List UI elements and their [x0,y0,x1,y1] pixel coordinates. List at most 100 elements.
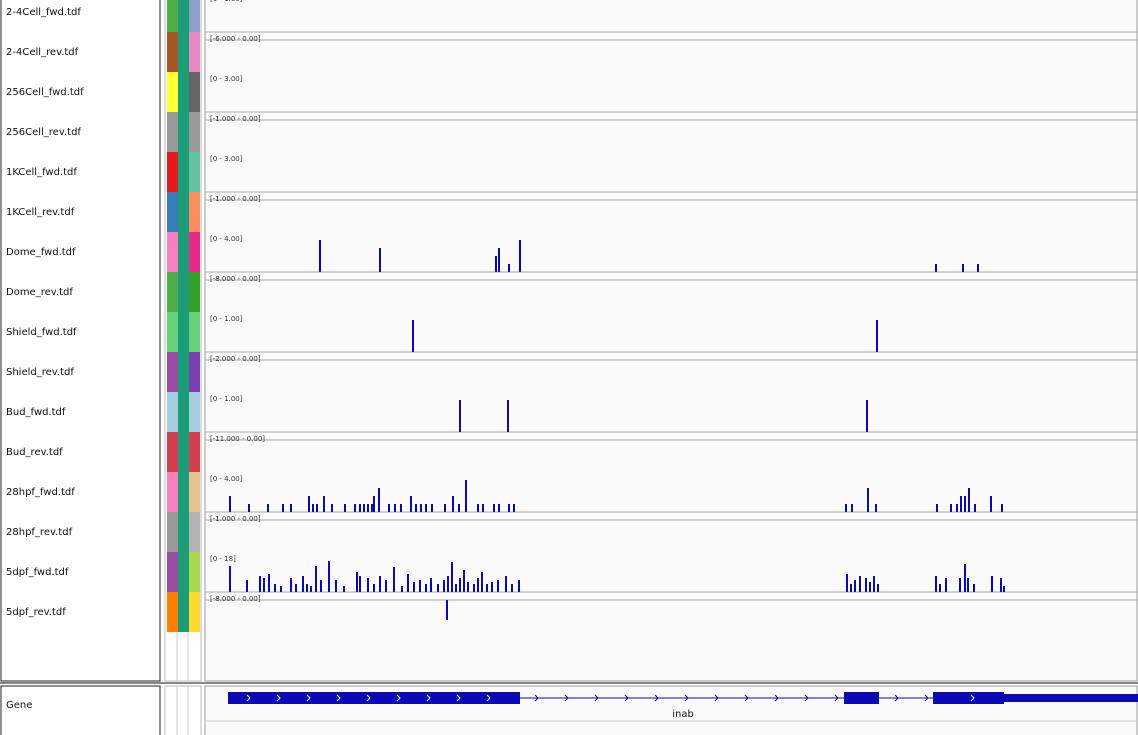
attribute-cell [189,0,200,32]
coverage-bars [459,400,868,432]
attribute-cell [178,352,189,392]
attribute-cell [167,192,178,232]
attribute-cell [189,352,200,392]
track-name: Bud_fwd.tdf [6,407,66,418]
track-name: 28hpf_rev.tdf [6,527,73,538]
attribute-cell [167,552,178,592]
data-range: [-6.000 - 0.00] [210,35,261,43]
attribute-cell [189,552,200,592]
track-name: 256Cell_rev.tdf [6,127,81,138]
attribute-cell [178,312,189,352]
track-name: 1KCell_rev.tdf [6,207,75,218]
data-range: [0 - 1.00] [210,315,243,323]
track-name: 1KCell_fwd.tdf [6,167,77,178]
track-name: 5dpf_rev.tdf [6,607,66,618]
track-name: Shield_rev.tdf [6,367,74,378]
attribute-cell [189,512,200,552]
coverage-bars [229,480,1003,512]
data-range: [-1.000 - 0.00] [210,115,261,123]
track-name: 256Cell_fwd.tdf [6,87,84,98]
attribute-cell [167,32,178,72]
track-name: 28hpf_fwd.tdf [6,487,75,498]
attribute-cell [189,272,200,312]
utr [1004,694,1138,702]
coverage-bars [229,561,1005,592]
coverage-bars [412,320,878,352]
data-range: [-2.000 - 0.00] [210,355,261,363]
attribute-cell [178,472,189,512]
attribute-cell [178,592,189,632]
tracks: 2-4Cell_fwd.tdf [0 - 1.00] 2-4Cell_rev.tdf… [6,0,1138,681]
track-name: Dome_rev.tdf [6,287,73,298]
attribute-cell [189,232,200,272]
data-range: [-8.000 - 0.00] [210,595,261,603]
attribute-cell [189,312,200,352]
attribute-cell [167,352,178,392]
attribute-cell [189,152,200,192]
data-range: [0 - 1.00] [210,395,243,403]
attribute-cell [178,152,189,192]
data-range: [-11.000 - 0.00] [210,435,265,443]
gene-attribute-panel [164,685,202,735]
attribute-cell [178,112,189,152]
attribute-cell [167,232,178,272]
exon [844,692,879,704]
attribute-cell [189,592,200,632]
data-range: [-1.000 - 0.00] [210,195,261,203]
attribute-cell [167,392,178,432]
attribute-cell [178,552,189,592]
exon [228,692,520,704]
attribute-cell [178,512,189,552]
attribute-cell [178,272,189,312]
attribute-cell [167,432,178,472]
exon [933,692,1004,704]
strand-arrows [534,694,929,702]
data-range: [0 - 3.00] [210,75,243,83]
data-range: [-1.000 - 0.00] [210,515,261,523]
attribute-cell [189,392,200,432]
attribute-cell [167,272,178,312]
attribute-cell [178,192,189,232]
attribute-cell [178,392,189,432]
attribute-cell [167,112,178,152]
attribute-cell [167,512,178,552]
attribute-cell [189,432,200,472]
attribute-cell [178,0,189,32]
data-range: [0 - 18] [210,555,236,563]
gene-name-panel [0,685,161,735]
track-name: 2-4Cell_rev.tdf [6,47,79,58]
data-panel [204,0,1138,682]
attribute-cell [167,152,178,192]
data-range: [0 - 3.00] [210,155,243,163]
data-range: [0 - 1.00] [210,0,243,3]
attribute-cell [167,592,178,632]
data-range: [0 - 4.00] [210,475,243,483]
attribute-cell [178,32,189,72]
attribute-cell [178,72,189,112]
attribute-cell [167,472,178,512]
data-range: [-8.000 - 0.00] [210,275,261,283]
attribute-cell [178,232,189,272]
exon-arrows [246,694,975,702]
attribute-cell [189,192,200,232]
attribute-cell [167,72,178,112]
coverage-bars [319,240,979,272]
track-name: Dome_fwd.tdf [6,247,76,258]
attribute-cell [167,312,178,352]
attribute-cell [189,72,200,112]
name-panel [0,0,161,682]
attribute-cell [167,0,178,32]
attribute-cell [189,472,200,512]
attribute-cell [178,432,189,472]
track-name: 5dpf_fwd.tdf [6,567,69,578]
data-range: [0 - 4.00] [210,235,243,243]
track-name: Shield_fwd.tdf [6,327,77,338]
gene-label: inab [672,709,694,720]
gene-track-name: Gene [6,700,32,711]
attribute-cell [189,32,200,72]
attribute-cell [189,112,200,152]
track-name: Bud_rev.tdf [6,447,63,458]
